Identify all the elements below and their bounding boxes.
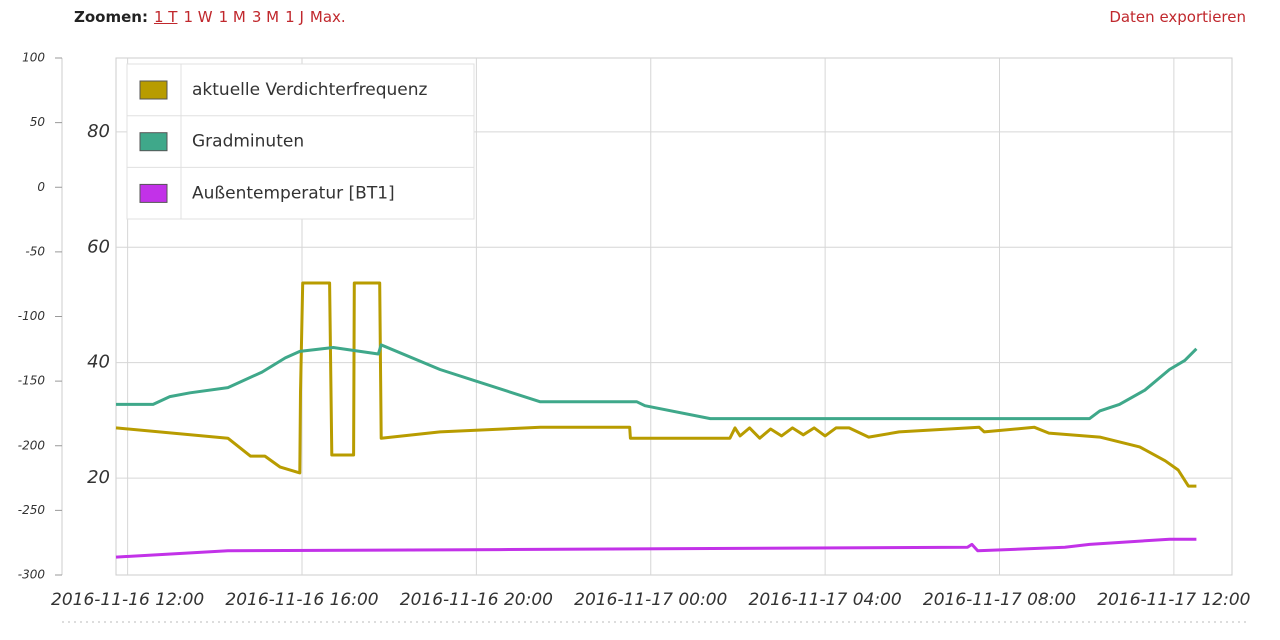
legend-label: Außentemperatur [BT1]	[192, 183, 395, 203]
x-tick-label: 2016-11-16 16:00	[225, 590, 378, 610]
zoom-option[interactable]: 1 J	[285, 8, 304, 26]
x-tick-label: 2016-11-16 20:00	[400, 590, 553, 610]
y2-tick-label: -250	[18, 503, 46, 517]
y2-tick-label: -300	[18, 568, 46, 582]
y2-tick-label: 100	[22, 51, 45, 65]
x-tick-label: 2016-11-17 00:00	[574, 590, 727, 610]
legend-swatch	[139, 132, 168, 152]
legend-box	[126, 63, 475, 220]
series-line	[115, 537, 1197, 559]
series-line	[115, 281, 1197, 488]
zoom-option[interactable]: 1 M	[218, 8, 246, 26]
y2-tick-label: -100	[18, 309, 46, 323]
y2-tick-label: -150	[18, 374, 46, 388]
y-tick-label: 40	[87, 352, 110, 373]
zoom-option[interactable]: 1 W	[183, 8, 213, 26]
legend-label: Gradminuten	[192, 132, 304, 152]
y2-tick-label: -50	[25, 244, 45, 258]
y2-tick-label: 50	[30, 115, 46, 129]
y2-tick-label: -200	[18, 438, 46, 452]
legend-swatch	[139, 80, 168, 100]
x-tick-label: 2016-11-17 08:00	[923, 590, 1076, 610]
series-line	[116, 343, 1198, 421]
y2-tick-label: 0	[37, 180, 45, 194]
zoom-option[interactable]: Max.	[309, 8, 346, 26]
y-tick-label: 80	[87, 121, 110, 142]
zoom-option[interactable]: 3 M	[251, 8, 280, 26]
x-tick-label: 2016-11-17 04:00	[749, 590, 902, 610]
legend: aktuelle Verdichterfrequenz Gradminuten Au…	[126, 63, 475, 220]
y-tick-label: 60	[87, 236, 110, 257]
zoom-label: Zoomen:	[74, 8, 148, 26]
x-tick-label: 2016-11-16 12:00	[51, 590, 204, 610]
zoom-option[interactable]: 1 T	[153, 8, 178, 26]
plot-area	[115, 57, 1233, 576]
export-link[interactable]: Daten exportieren	[1109, 8, 1246, 26]
legend-swatch	[139, 183, 168, 203]
legend-label: aktuelle Verdichterfrequenz	[192, 80, 428, 100]
x-tick-label: 2016-11-17 12:00	[1097, 590, 1250, 610]
zoom-bar: Zoomen: 1 T 1 W 1 M 3 M 1 J Max.	[74, 8, 352, 26]
y-tick-label: 20	[87, 467, 110, 488]
